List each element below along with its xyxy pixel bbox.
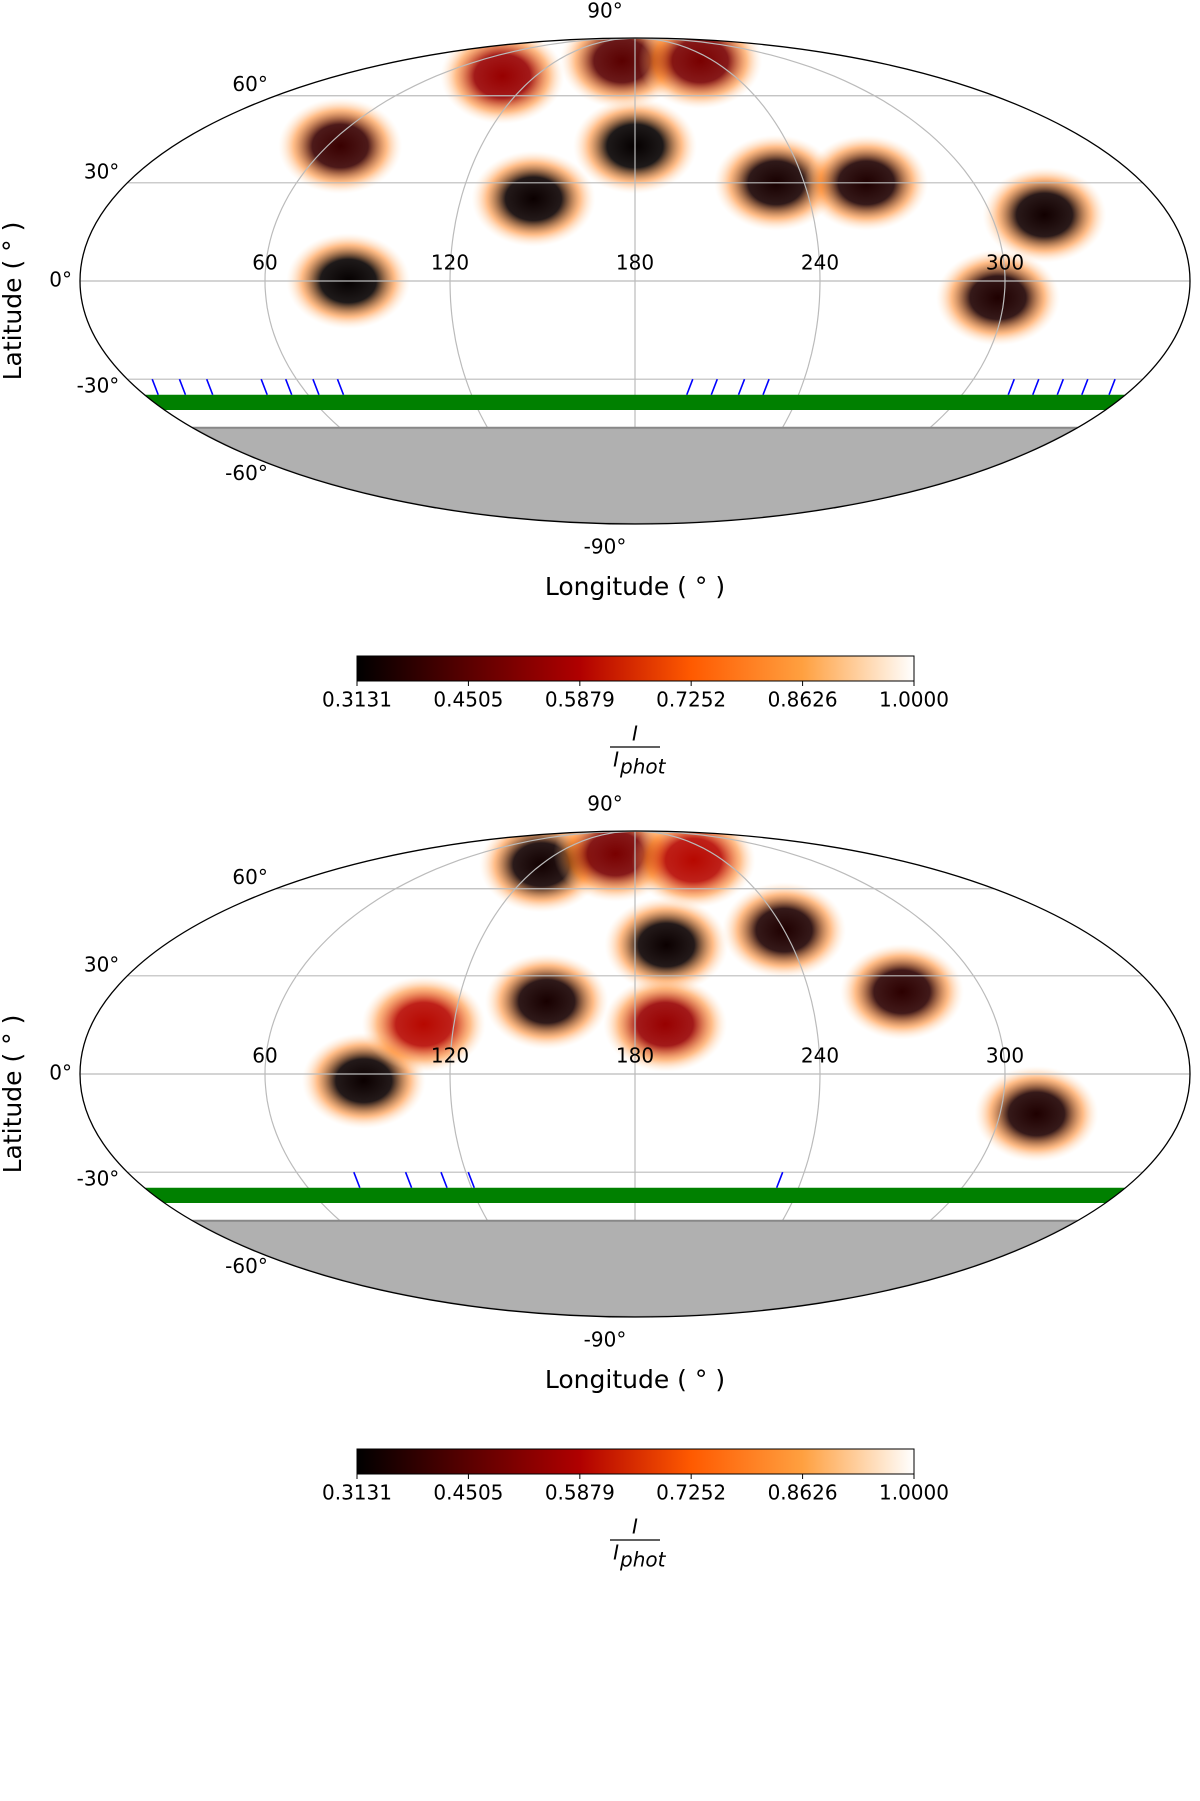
spot	[638, 38, 763, 109]
phase-mark	[178, 378, 187, 396]
x-tick-label: 60	[252, 251, 277, 275]
phase-mark	[1007, 378, 1016, 396]
phase-mark	[260, 378, 268, 396]
x-tick-label: 60	[252, 1044, 277, 1068]
unobserved-region	[188, 426, 1082, 524]
phase-mark	[1081, 378, 1089, 396]
y-tick-label: -90°	[584, 1328, 627, 1352]
colorbar-tick-label: 0.4505	[433, 688, 503, 712]
x-tick-label: 300	[986, 251, 1024, 275]
y-axis-label: Latitude ( ° )	[0, 1015, 27, 1174]
spot	[278, 97, 403, 194]
y-tick-label: 30°	[84, 952, 119, 976]
y-tick-label: 60°	[232, 72, 267, 96]
phase-mark	[737, 378, 746, 396]
x-tick-label: 180	[616, 251, 654, 275]
colorbar-tick-label: 0.8626	[768, 1481, 838, 1505]
phase-mark	[686, 378, 694, 396]
unobserved-region	[188, 1219, 1082, 1317]
phase-mark	[151, 378, 159, 396]
colorbar-label-denominator: I	[613, 1541, 619, 1565]
phase-mark	[1032, 378, 1040, 396]
spot	[935, 249, 1060, 346]
x-tick-label: 240	[801, 1044, 839, 1068]
y-tick-label: -30°	[77, 374, 120, 398]
y-tick-label: -90°	[584, 535, 627, 559]
phase-mark	[205, 378, 214, 396]
spot	[631, 831, 756, 909]
phase-mark	[775, 1171, 784, 1189]
y-tick-label: -60°	[225, 1254, 268, 1278]
y-tick-label: 30°	[84, 159, 119, 183]
spot	[603, 976, 728, 1073]
map-border	[79, 37, 1191, 525]
colorbar-label-numerator: I	[632, 722, 638, 746]
x-axis-label: Longitude ( ° )	[545, 1365, 725, 1394]
y-tick-label: -30°	[77, 1167, 120, 1191]
phase-mark	[762, 378, 770, 396]
phase-mark	[284, 378, 293, 396]
colorbar-tick-label: 0.7252	[656, 1481, 726, 1505]
colorbar-tick-label: 1.0000	[879, 688, 949, 712]
colorbar-tick-label: 0.4505	[433, 1481, 503, 1505]
colorbar-label-subscript: phot	[619, 1548, 667, 1572]
spot	[974, 1065, 1099, 1162]
phase-mark	[467, 1171, 476, 1189]
phase-mark	[404, 1171, 413, 1189]
colorbar-tick-label: 0.7252	[656, 688, 726, 712]
spot	[361, 976, 486, 1073]
phase-mark	[353, 1171, 361, 1189]
y-tick-label: 90°	[587, 792, 622, 816]
y-tick-label: 60°	[232, 865, 267, 889]
map	[80, 38, 1190, 524]
y-tick-label: 0°	[49, 1061, 72, 1085]
visibility-band	[144, 1187, 1126, 1203]
phase-mark	[1108, 378, 1116, 396]
colorbar	[356, 1448, 915, 1475]
spot	[471, 150, 596, 247]
x-tick-label: 120	[431, 1044, 469, 1068]
phase-mark	[710, 378, 719, 396]
x-tick-label: 300	[986, 1044, 1024, 1068]
colorbar-label-numerator: I	[632, 1515, 638, 1539]
colorbar-tick-label: 0.3131	[322, 1481, 392, 1505]
phase-mark	[1056, 378, 1065, 396]
map	[80, 831, 1190, 1317]
y-axis-label: Latitude ( ° )	[0, 222, 27, 381]
x-tick-label: 240	[801, 251, 839, 275]
colorbar-tick-label: 0.3131	[322, 688, 392, 712]
colorbar-tick-label: 1.0000	[879, 1481, 949, 1505]
spot	[440, 38, 565, 125]
spot	[839, 943, 964, 1040]
y-tick-label: -60°	[225, 461, 268, 485]
spot	[484, 953, 609, 1050]
map-border	[79, 830, 1191, 1318]
x-tick-label: 120	[431, 251, 469, 275]
y-tick-label: 90°	[587, 0, 622, 23]
phase-mark	[312, 378, 320, 396]
colorbar	[356, 655, 915, 682]
visibility-band	[144, 394, 1126, 410]
colorbar-tick-label: 0.5879	[545, 1481, 615, 1505]
phase-mark	[440, 1171, 448, 1189]
spot	[982, 166, 1107, 263]
x-axis-label: Longitude ( ° )	[545, 572, 725, 601]
x-tick-label: 180	[616, 1044, 654, 1068]
y-tick-label: 0°	[49, 268, 72, 292]
colorbar-tick-label: 0.5879	[545, 688, 615, 712]
colorbar-label-denominator: I	[613, 748, 619, 772]
phase-mark	[336, 378, 345, 396]
colorbar-tick-label: 0.8626	[768, 688, 838, 712]
colorbar-label-subscript: phot	[619, 755, 667, 779]
